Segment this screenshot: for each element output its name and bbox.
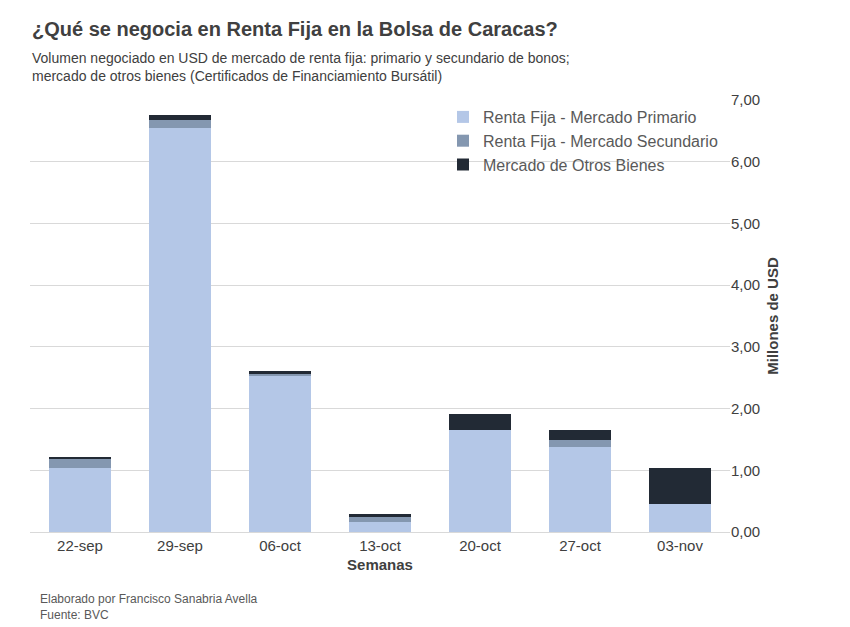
svg-text:03-nov: 03-nov <box>657 537 703 554</box>
svg-text:7,00: 7,00 <box>731 91 760 108</box>
svg-text:Semanas: Semanas <box>347 556 413 573</box>
svg-text:2,00: 2,00 <box>731 400 760 417</box>
svg-text:20-oct: 20-oct <box>459 537 502 554</box>
svg-text:Millones de USD: Millones de USD <box>764 257 781 375</box>
svg-text:22-sep: 22-sep <box>57 537 103 554</box>
svg-text:Mercado de Otros Bienes: Mercado de Otros Bienes <box>483 157 664 174</box>
svg-text:Elaborado por Francisco Sanabr: Elaborado por Francisco Sanabria Avella <box>40 592 258 606</box>
svg-text:Volumen negociado en USD de me: Volumen negociado en USD de mercado de r… <box>32 50 570 84</box>
svg-text:Renta Fija - Mercado Secundari: Renta Fija - Mercado Secundario <box>483 133 718 150</box>
svg-text:06-oct: 06-oct <box>259 537 302 554</box>
svg-text:0,00: 0,00 <box>731 523 760 540</box>
svg-text:¿Qué se negocia en Renta Fija: ¿Qué se negocia en Renta Fija en la Bols… <box>32 18 558 40</box>
svg-text:6,00: 6,00 <box>731 153 760 170</box>
svg-text:13-oct: 13-oct <box>359 537 402 554</box>
svg-text:Fuente: BVC: Fuente: BVC <box>40 608 109 622</box>
svg-text:4,00: 4,00 <box>731 276 760 293</box>
svg-text:5,00: 5,00 <box>731 215 760 232</box>
svg-text:Renta Fija - Mercado Primario: Renta Fija - Mercado Primario <box>483 109 697 126</box>
svg-text:1,00: 1,00 <box>731 462 760 479</box>
svg-text:3,00: 3,00 <box>731 338 760 355</box>
svg-text:29-sep: 29-sep <box>157 537 203 554</box>
svg-text:27-oct: 27-oct <box>559 537 602 554</box>
